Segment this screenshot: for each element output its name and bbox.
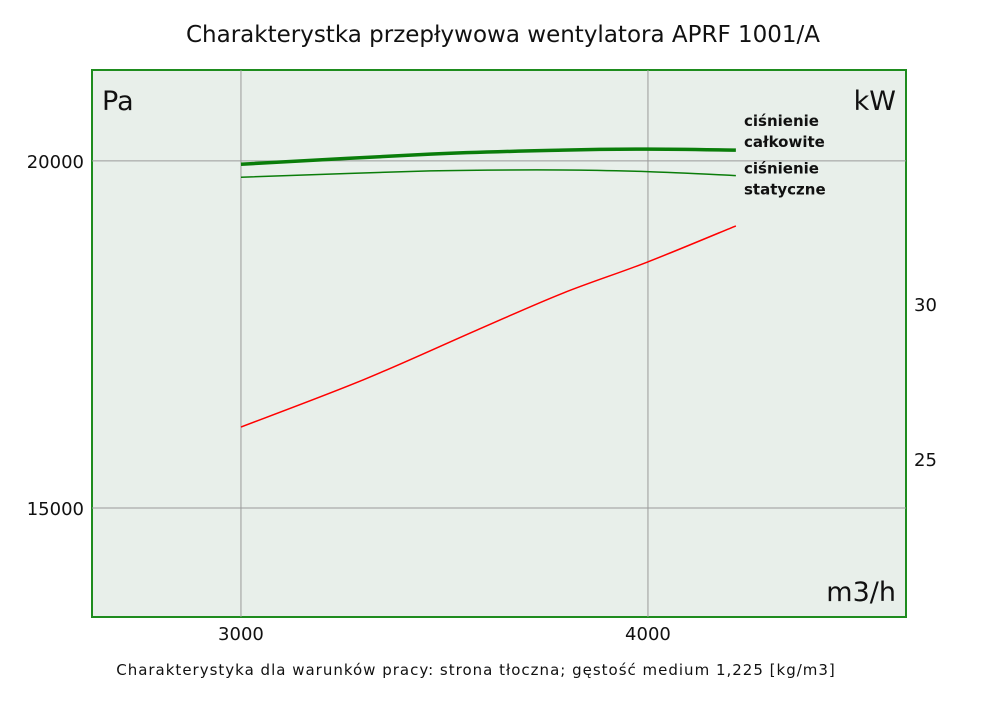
series-label: całkowite [744,133,825,151]
series-line-ciśnienie-całkowite [240,147,736,167]
series-label: ciśnienie [744,160,819,178]
y2-axis-label: kW [854,86,896,117]
series-line-moc [240,225,737,428]
tick-labels: 3000 4000 15000 20000 25 30 [27,152,937,645]
y2-tick-label: 30 [914,295,937,316]
x-axis-label: m3/h [826,577,896,608]
y-tick-label: 20000 [27,152,84,173]
series-group [240,147,737,428]
grid-lines [92,70,906,617]
y-tick-label: 15000 [27,499,84,520]
x-tick-label: 3000 [218,624,264,645]
series-label: ciśnienie [744,112,819,130]
series-line-ciśnienie-statyczne [240,169,736,178]
series-labels: ciśnienie całkowite ciśnienie statyczne [744,112,826,198]
y-axis-label: Pa [102,86,134,117]
series-label: statyczne [744,181,826,199]
footnote: Charakterystyka dla warunków pracy: stro… [116,661,836,679]
chart-title: Charakterystka przepływowa wentylatora A… [186,22,820,48]
y2-tick-label: 25 [914,450,937,471]
x-tick-label: 4000 [625,624,671,645]
